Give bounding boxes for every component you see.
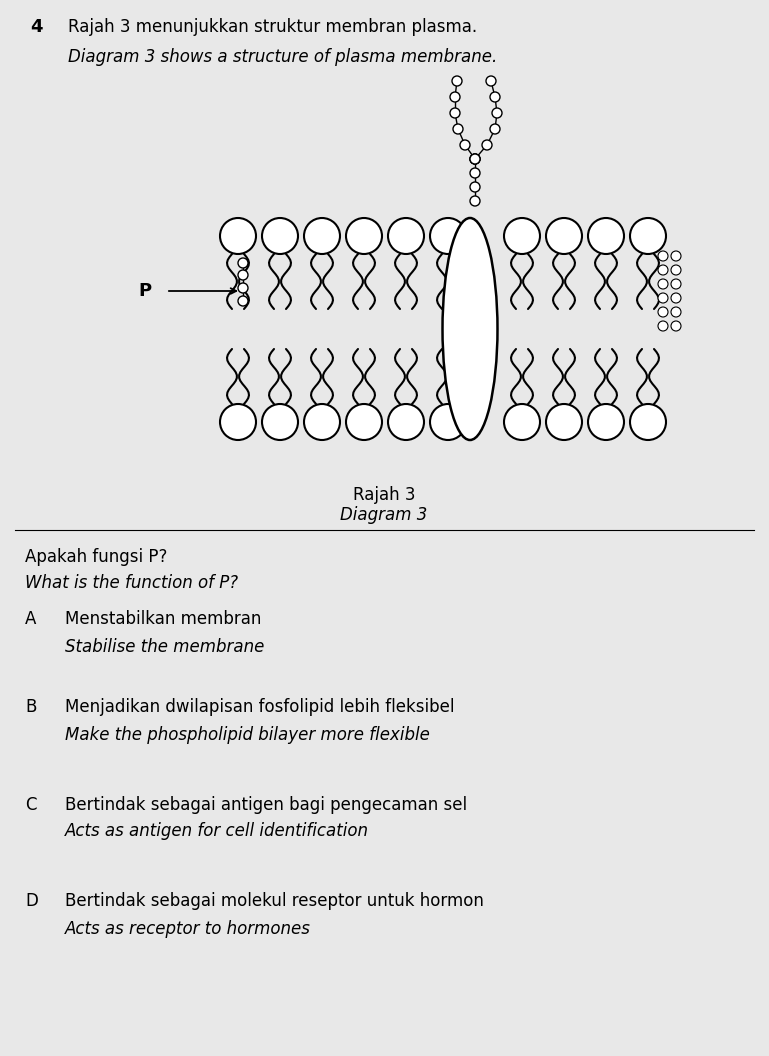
Circle shape [220,404,256,440]
Text: Rajah 3 menunjukkan struktur membran plasma.: Rajah 3 menunjukkan struktur membran pla… [68,18,477,36]
Circle shape [238,258,248,268]
Text: D: D [25,892,38,910]
Circle shape [262,218,298,254]
Circle shape [346,218,382,254]
Circle shape [453,124,463,134]
Circle shape [450,108,460,118]
Circle shape [470,182,480,192]
Text: 4: 4 [30,18,42,36]
Circle shape [470,168,480,178]
Text: Diagram 3: Diagram 3 [341,506,428,524]
Circle shape [671,251,681,261]
Circle shape [630,218,666,254]
Circle shape [658,251,668,261]
Text: Bertindak sebagai antigen bagi pengecaman sel: Bertindak sebagai antigen bagi pengecama… [65,796,467,814]
Circle shape [388,218,424,254]
Circle shape [658,293,668,303]
Text: Apakah fungsi P?: Apakah fungsi P? [25,548,168,566]
Text: Diagram 3 shows a structure of plasma membrane.: Diagram 3 shows a structure of plasma me… [68,48,498,65]
Circle shape [671,279,681,289]
Circle shape [238,283,248,293]
Circle shape [671,307,681,317]
Circle shape [450,92,460,102]
Circle shape [470,196,480,206]
Text: Make the phospholipid bilayer more flexible: Make the phospholipid bilayer more flexi… [65,727,430,744]
Circle shape [588,218,624,254]
Circle shape [470,154,480,164]
Circle shape [388,404,424,440]
Text: B: B [25,698,36,716]
Circle shape [658,321,668,331]
Circle shape [588,404,624,440]
Circle shape [460,140,470,150]
Text: Acts as antigen for cell identification: Acts as antigen for cell identification [65,822,369,840]
Circle shape [671,321,681,331]
Circle shape [490,124,500,134]
Text: Bertindak sebagai molekul reseptor untuk hormon: Bertindak sebagai molekul reseptor untuk… [65,892,484,910]
Circle shape [262,404,298,440]
Text: Menstabilkan membran: Menstabilkan membran [65,610,261,628]
Circle shape [482,140,492,150]
Text: C: C [25,796,36,814]
Circle shape [492,108,502,118]
Circle shape [490,92,500,102]
Ellipse shape [442,218,498,440]
Circle shape [658,279,668,289]
Circle shape [304,404,340,440]
Circle shape [470,154,480,164]
Circle shape [546,404,582,440]
Circle shape [504,218,540,254]
Circle shape [238,270,248,280]
Circle shape [658,265,668,275]
Circle shape [452,76,462,86]
Text: Acts as receptor to hormones: Acts as receptor to hormones [65,920,311,938]
Circle shape [671,265,681,275]
Circle shape [346,404,382,440]
Circle shape [430,218,466,254]
Circle shape [470,154,480,164]
Text: Rajah 3: Rajah 3 [353,486,415,504]
Circle shape [238,296,248,306]
Text: Stabilise the membrane: Stabilise the membrane [65,638,265,656]
Circle shape [546,218,582,254]
Circle shape [504,404,540,440]
Circle shape [486,76,496,86]
Circle shape [658,307,668,317]
Circle shape [630,404,666,440]
Circle shape [671,293,681,303]
Text: A: A [25,610,36,628]
Circle shape [430,404,466,440]
Text: What is the function of P?: What is the function of P? [25,574,238,592]
Text: Menjadikan dwilapisan fosfolipid lebih fleksibel: Menjadikan dwilapisan fosfolipid lebih f… [65,698,454,716]
Circle shape [304,218,340,254]
Text: P: P [138,282,151,300]
Circle shape [220,218,256,254]
